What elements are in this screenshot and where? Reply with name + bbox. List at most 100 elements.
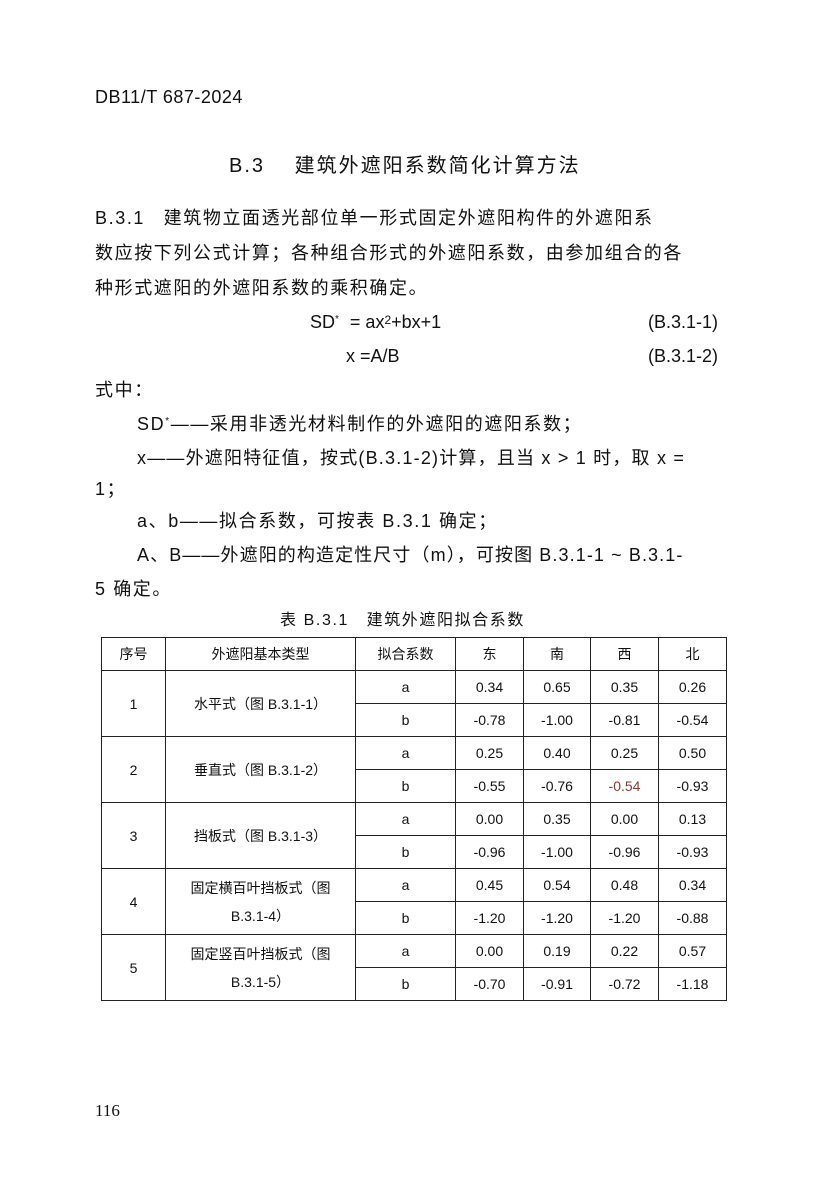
coef-value: -1.18 [658,967,727,1001]
shading-type: 水平式（图 B.3.1-1） [165,670,356,737]
coef-label: a [355,868,456,902]
coef-value: 0.19 [523,934,591,968]
row-number: 1 [101,670,166,737]
coef-value: -0.54 [590,769,659,803]
coef-value: 0.22 [590,934,659,968]
coef-value: 0.35 [523,802,591,836]
coef-value: -0.70 [455,967,524,1001]
header-type: 外遮阳基本类型 [165,637,356,671]
shading-type: 固定横百叶挡板式（图 B.3.1-4） [165,868,356,935]
header-south: 南 [523,637,591,671]
coef-value: -0.96 [455,835,524,869]
coef-value: 0.65 [523,670,591,704]
table-row: b -0.55 -0.76 -0.54 -0.93 [102,769,727,803]
where-item-x: x——外遮阳特征值，按式(B.3.1-2)计算，且当 x > 1 时，取 x = [137,448,686,468]
coef-value: -1.20 [590,901,659,935]
coef-value: 0.40 [523,736,591,770]
table-row: b -0.70 -0.91 -0.72 -1.18 [102,967,727,1001]
coef-value: -0.76 [523,769,591,803]
coef-value: -1.00 [523,835,591,869]
coef-value: -0.54 [658,703,727,737]
coef-value: 0.50 [658,736,727,770]
clause-number: B.3.1 [95,208,146,228]
coef-value: -0.55 [455,769,524,803]
shading-type: 挡板式（图 B.3.1-3） [165,802,356,869]
coef-label: a [355,670,456,704]
coef-value: -1.20 [455,901,524,935]
formula-2-label: (B.3.1-2) [648,346,719,366]
coef-value: 0.25 [590,736,659,770]
header-east: 东 [455,637,524,671]
row-number: 2 [101,736,166,803]
table-row: b -0.78 -1.00 -0.81 -0.54 [102,703,727,737]
coef-value: 0.54 [523,868,591,902]
where-item-ab: a、b——拟合系数，可按表 B.3.1 确定； [137,511,498,531]
row-number: 3 [101,802,166,869]
coef-value: -0.93 [658,769,727,803]
coef-value: 0.25 [455,736,524,770]
coef-value: 0.48 [590,868,659,902]
section-number: B.3 [229,155,266,177]
coef-value: -1.20 [523,901,591,935]
coef-value: 0.00 [455,802,524,836]
table-header-row: 序号 外遮阳基本类型 拟合系数 东 南 西 北 [101,637,727,671]
coef-value: 0.26 [658,670,727,704]
coef-value: 0.00 [455,934,524,968]
header-coef: 拟合系数 [355,637,456,671]
table-row: 3 挡板式（图 B.3.1-3） a 0.00 0.35 0.00 0.13 [101,802,727,869]
coef-label: b [355,901,456,935]
coef-value: -0.81 [590,703,659,737]
coef-value: 0.13 [658,802,727,836]
coefficient-table: 序号 外遮阳基本类型 拟合系数 东 南 西 北 1 水平式（图 B.3.1-1） a… [101,637,727,1001]
table-row: 5 固定竖百叶挡板式（图 B.3.1-5） a 0.00 0.19 0.22 0.57 [101,934,727,1001]
page-number: 116 [95,1101,120,1120]
coef-value: 0.45 [455,868,524,902]
table-row: b -0.96 -1.00 -0.96 -0.93 [102,835,727,869]
table-row: 1 水平式（图 B.3.1-1） a 0.34 0.65 0.35 0.26 [101,670,727,737]
section-title: 建筑外遮阳系数简化计算方法 [294,155,581,177]
row-number: 5 [101,934,166,1001]
clause-text: 建筑物立面透光部位单一形式固定外遮阳构件的外遮阳系 [163,208,654,228]
where-item-AB-cont: 5 确定。 [95,579,173,599]
coef-value: -0.96 [590,835,659,869]
document-id: DB11/T 687-2024 [95,87,243,107]
clause-line-2: 数应按下列公式计算；各种组合形式的外遮阳系数，由参加组合的各 [95,243,683,263]
coef-value: -0.78 [455,703,524,737]
clause-line-1: B.3.1 建筑物立面透光部位单一形式固定外遮阳构件的外遮阳系 [95,207,654,229]
coef-value: 0.57 [658,934,727,968]
header-north: 北 [658,637,727,671]
coef-label: b [355,769,456,803]
shading-type: 固定竖百叶挡板式（图 B.3.1-5） [165,934,356,1001]
formula-1: SD* = ax2+bx+1 [310,312,442,332]
table-row: b -1.20 -1.20 -1.20 -0.88 [102,901,727,935]
coef-value: -0.91 [523,967,591,1001]
coef-value: 0.35 [590,670,659,704]
where-item-sd: SD*——采用非透光材料制作的外遮阳的遮阳系数； [137,414,583,434]
section-heading: B.3 建筑外遮阳系数简化计算方法 [229,155,581,177]
table-row: 4 固定横百叶挡板式（图 B.3.1-4） a 0.45 0.54 0.48 0.34 [101,868,727,935]
coef-value: 0.00 [590,802,659,836]
formula-2: x =A/B [346,346,400,366]
coef-label: a [355,736,456,770]
table-caption: 表 B.3.1 建筑外遮阳拟合系数 [280,612,526,629]
row-number: 4 [101,868,166,935]
header-no: 序号 [101,637,166,671]
coef-value: -0.72 [590,967,659,1001]
formula-1-label: (B.3.1-1) [648,312,719,332]
coef-label: b [355,967,456,1001]
header-west: 西 [590,637,659,671]
coef-value: 0.34 [658,868,727,902]
coef-label: a [355,934,456,968]
shading-type: 垂直式（图 B.3.1-2） [165,736,356,803]
coef-value: -1.00 [523,703,591,737]
where-intro: 式中： [95,380,154,400]
coef-value: -0.88 [658,901,727,935]
clause-line-3: 种形式遮阳的外遮阳系数的乘积确定。 [95,278,429,298]
coef-label: b [355,703,456,737]
coef-value: -0.93 [658,835,727,869]
coef-label: a [355,802,456,836]
where-item-AB: A、B——外遮阳的构造定性尺寸（m），可按图 B.3.1-1 ~ B.3.1- [137,545,684,565]
where-item-x-cont: 1； [95,479,127,499]
table-row: 2 垂直式（图 B.3.1-2） a 0.25 0.40 0.25 0.50 [101,736,727,803]
coef-value: 0.34 [455,670,524,704]
